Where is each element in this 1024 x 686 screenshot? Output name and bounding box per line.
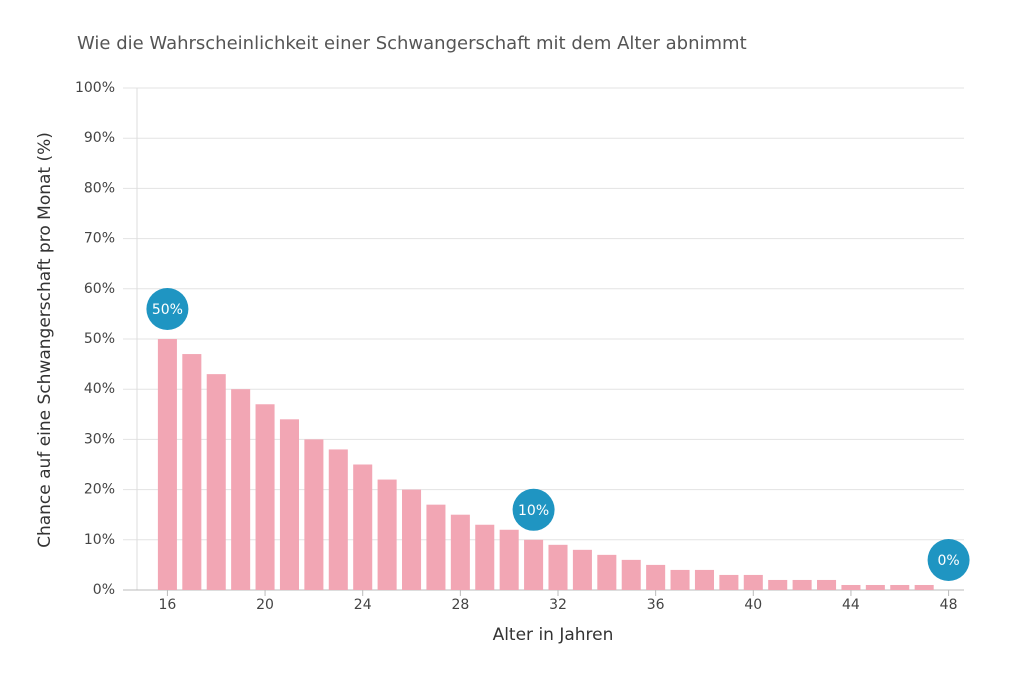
y-tick-label: 60% bbox=[84, 281, 115, 297]
y-tick-label: 70% bbox=[84, 231, 115, 247]
bar bbox=[743, 574, 763, 590]
bar bbox=[353, 464, 373, 590]
x-tick-label: 48 bbox=[940, 597, 958, 613]
bar bbox=[719, 574, 739, 590]
annotation-bubble bbox=[512, 488, 555, 531]
annotation-bubble bbox=[927, 539, 970, 581]
annotation-label: 0% bbox=[937, 553, 959, 569]
x-tick-label: 36 bbox=[647, 597, 665, 613]
y-axis-label: Chance auf eine Schwangerschaft pro Mona… bbox=[35, 132, 55, 548]
x-tick-label: 40 bbox=[744, 597, 762, 613]
y-tick-label: 40% bbox=[84, 381, 115, 397]
x-tick-label: 32 bbox=[549, 597, 567, 613]
y-tick-label: 0% bbox=[93, 582, 115, 598]
bar bbox=[475, 524, 495, 590]
x-tick-label: 24 bbox=[354, 597, 372, 613]
bar bbox=[231, 389, 251, 590]
bar bbox=[255, 404, 275, 590]
bar bbox=[450, 514, 470, 590]
bar bbox=[768, 579, 788, 590]
bar bbox=[328, 449, 348, 590]
bar bbox=[304, 439, 324, 590]
bar bbox=[792, 579, 812, 590]
y-tick-label: 50% bbox=[84, 331, 115, 347]
bar bbox=[597, 554, 617, 590]
y-tick-label: 100% bbox=[75, 80, 115, 96]
bar bbox=[572, 549, 592, 590]
bar bbox=[499, 529, 519, 590]
bar bbox=[524, 539, 544, 590]
y-tick-label: 20% bbox=[84, 482, 115, 498]
annotation-label: 50% bbox=[152, 302, 183, 318]
bar bbox=[670, 569, 690, 590]
x-tick-label: 16 bbox=[158, 597, 176, 613]
x-tick-label: 20 bbox=[256, 597, 274, 613]
bar bbox=[865, 584, 885, 590]
annotation-bubble bbox=[146, 288, 189, 330]
x-tick-label: 28 bbox=[451, 597, 469, 613]
bar bbox=[182, 354, 202, 590]
x-tick-label: 44 bbox=[842, 597, 860, 613]
bar bbox=[914, 584, 934, 590]
bar bbox=[157, 339, 177, 590]
bar bbox=[548, 544, 568, 590]
y-tick-label: 90% bbox=[84, 130, 115, 146]
bar bbox=[841, 584, 861, 590]
bar bbox=[206, 374, 226, 590]
bar bbox=[426, 504, 446, 590]
y-tick-label: 30% bbox=[84, 431, 115, 447]
bar bbox=[646, 564, 666, 590]
bar bbox=[377, 479, 397, 590]
x-axis-label: Alter in Jahren bbox=[493, 625, 614, 645]
bar bbox=[621, 559, 641, 590]
bar bbox=[890, 584, 910, 590]
bar bbox=[694, 569, 714, 590]
bar bbox=[817, 579, 837, 590]
chart-title: Wie die Wahrscheinlichkeit einer Schwang… bbox=[77, 33, 747, 54]
bar bbox=[402, 489, 422, 590]
bar bbox=[279, 419, 299, 590]
y-tick-label: 10% bbox=[84, 532, 115, 548]
annotation-label: 10% bbox=[518, 503, 549, 519]
y-tick-label: 80% bbox=[84, 180, 115, 196]
